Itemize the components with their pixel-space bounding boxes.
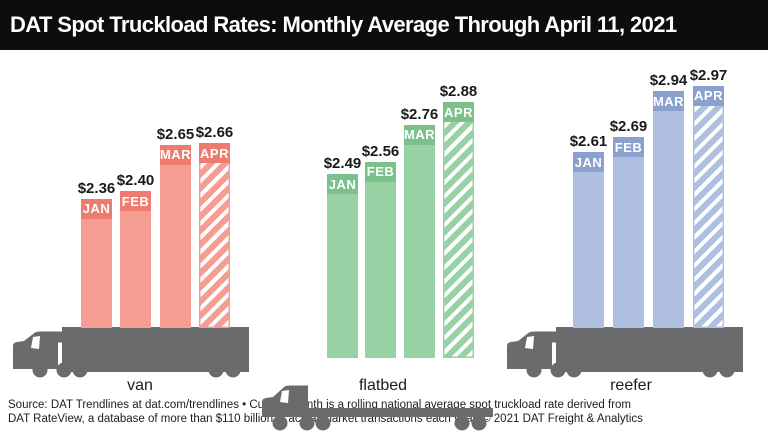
month-label-flatbed-feb: FEB [365, 161, 396, 182]
value-label-flatbed-apr: $2.88 [439, 83, 478, 101]
value-label-van-feb: $2.40 [116, 172, 155, 190]
bar-flatbed-jan: JAN $2.49 [324, 155, 361, 358]
group-label-reefer: reefer [610, 377, 652, 394]
bar-flatbed-mar: MAR $2.76 [401, 106, 438, 358]
month-label-flatbed-apr: APR [443, 102, 474, 123]
bar-reefer-feb: FEB $2.69 [610, 118, 647, 328]
value-label-reefer-mar: $2.94 [649, 72, 688, 90]
month-label-van-apr: APR [199, 143, 230, 163]
month-label-reefer-apr: APR [693, 85, 724, 106]
reefer-truck-icon [507, 327, 743, 378]
month-label-reefer-mar: MAR [653, 91, 684, 112]
value-label-reefer-feb: $2.69 [609, 118, 648, 136]
chart-area: van flatbed reefer JAN $2.36 FEB $2.40 MAR $2… [0, 50, 768, 431]
month-label-van-feb: FEB [120, 191, 151, 212]
group-label-flatbed: flatbed [358, 377, 408, 394]
bar-van-apr: APR $2.66 [196, 124, 233, 328]
bar-flatbed-feb: FEB $2.56 [362, 143, 399, 358]
month-label-van-mar: MAR [160, 144, 191, 165]
bar-reefer-apr: APR $2.97 [690, 67, 727, 328]
bar-van-jan: JAN $2.36 [78, 180, 115, 328]
title-bar: DAT Spot Truckload Rates: Monthly Averag… [0, 0, 768, 50]
value-label-reefer-jan: $2.61 [569, 133, 608, 151]
van-truck-icon [13, 327, 249, 378]
value-label-van-apr: $2.66 [195, 124, 234, 141]
value-label-van-mar: $2.65 [156, 125, 195, 143]
bar-reefer-mar: MAR $2.94 [650, 72, 687, 328]
month-label-reefer-feb: FEB [613, 137, 644, 158]
bar-flatbed-apr: APR $2.88 [440, 83, 477, 358]
month-label-flatbed-jan: JAN [327, 174, 358, 195]
value-label-flatbed-feb: $2.56 [361, 142, 400, 160]
page-title: DAT Spot Truckload Rates: Monthly Averag… [10, 12, 677, 37]
value-label-reefer-apr: $2.97 [689, 66, 728, 84]
bar-van-feb: FEB $2.40 [117, 172, 154, 328]
month-label-van-jan: JAN [81, 198, 112, 219]
month-label-reefer-jan: JAN [573, 152, 604, 173]
bar-van-mar: MAR $2.65 [157, 126, 194, 328]
value-label-flatbed-mar: $2.76 [400, 105, 439, 123]
month-label-flatbed-mar: MAR [404, 124, 435, 145]
group-label-van: van [127, 377, 153, 394]
flatbed-truck-icon [262, 385, 493, 431]
value-label-van-jan: $2.36 [77, 179, 116, 197]
value-label-flatbed-jan: $2.49 [323, 155, 362, 173]
bar-reefer-jan: JAN $2.61 [570, 133, 607, 328]
